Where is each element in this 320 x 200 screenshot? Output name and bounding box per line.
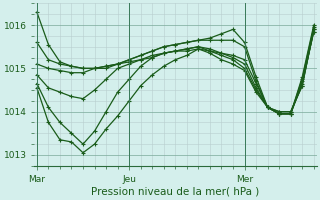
- X-axis label: Pression niveau de la mer( hPa ): Pression niveau de la mer( hPa ): [91, 187, 260, 197]
